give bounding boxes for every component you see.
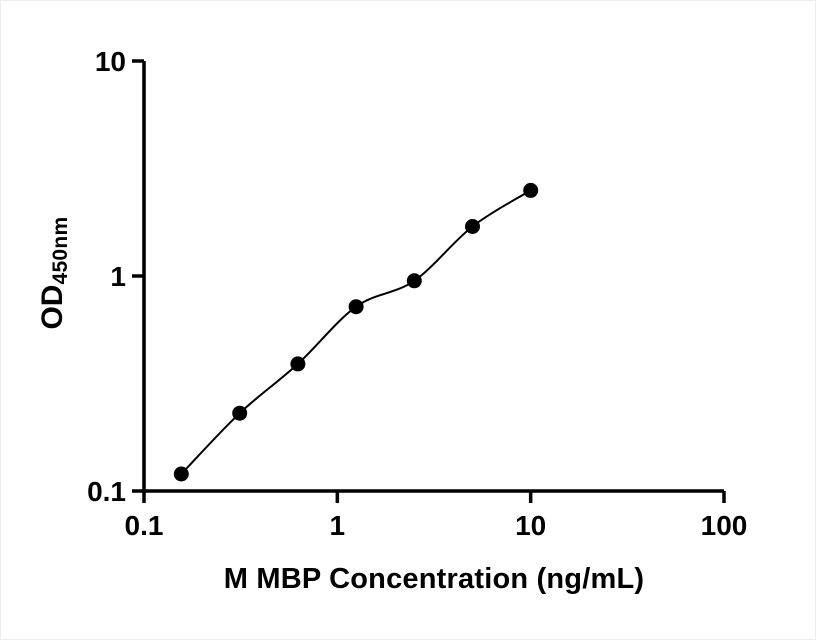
x-tick-label: 10 xyxy=(515,510,546,541)
y-tick-label: 1 xyxy=(110,261,126,292)
data-point xyxy=(348,299,364,315)
data-point xyxy=(465,219,480,234)
fit-curve xyxy=(180,189,532,475)
y-axis-label: OD450nm xyxy=(31,173,75,373)
x-axis-label: M MBP Concentration (ng/mL) xyxy=(223,563,645,595)
data-point xyxy=(173,466,189,482)
data-point xyxy=(406,273,422,289)
x-tick-label: 100 xyxy=(701,510,748,541)
axes-spines xyxy=(142,61,724,493)
data-point xyxy=(523,182,539,198)
y-tick-label: 10 xyxy=(95,46,126,77)
data-point xyxy=(290,356,306,372)
x-tick-label: 1 xyxy=(330,510,346,541)
data-point xyxy=(232,405,248,421)
y-axis-label-subscript: 450nm xyxy=(49,216,72,285)
x-tick-label: 0.1 xyxy=(125,510,164,541)
y-axis-label-main: OD xyxy=(36,284,69,330)
y-tick-label: 0.1 xyxy=(87,476,126,507)
